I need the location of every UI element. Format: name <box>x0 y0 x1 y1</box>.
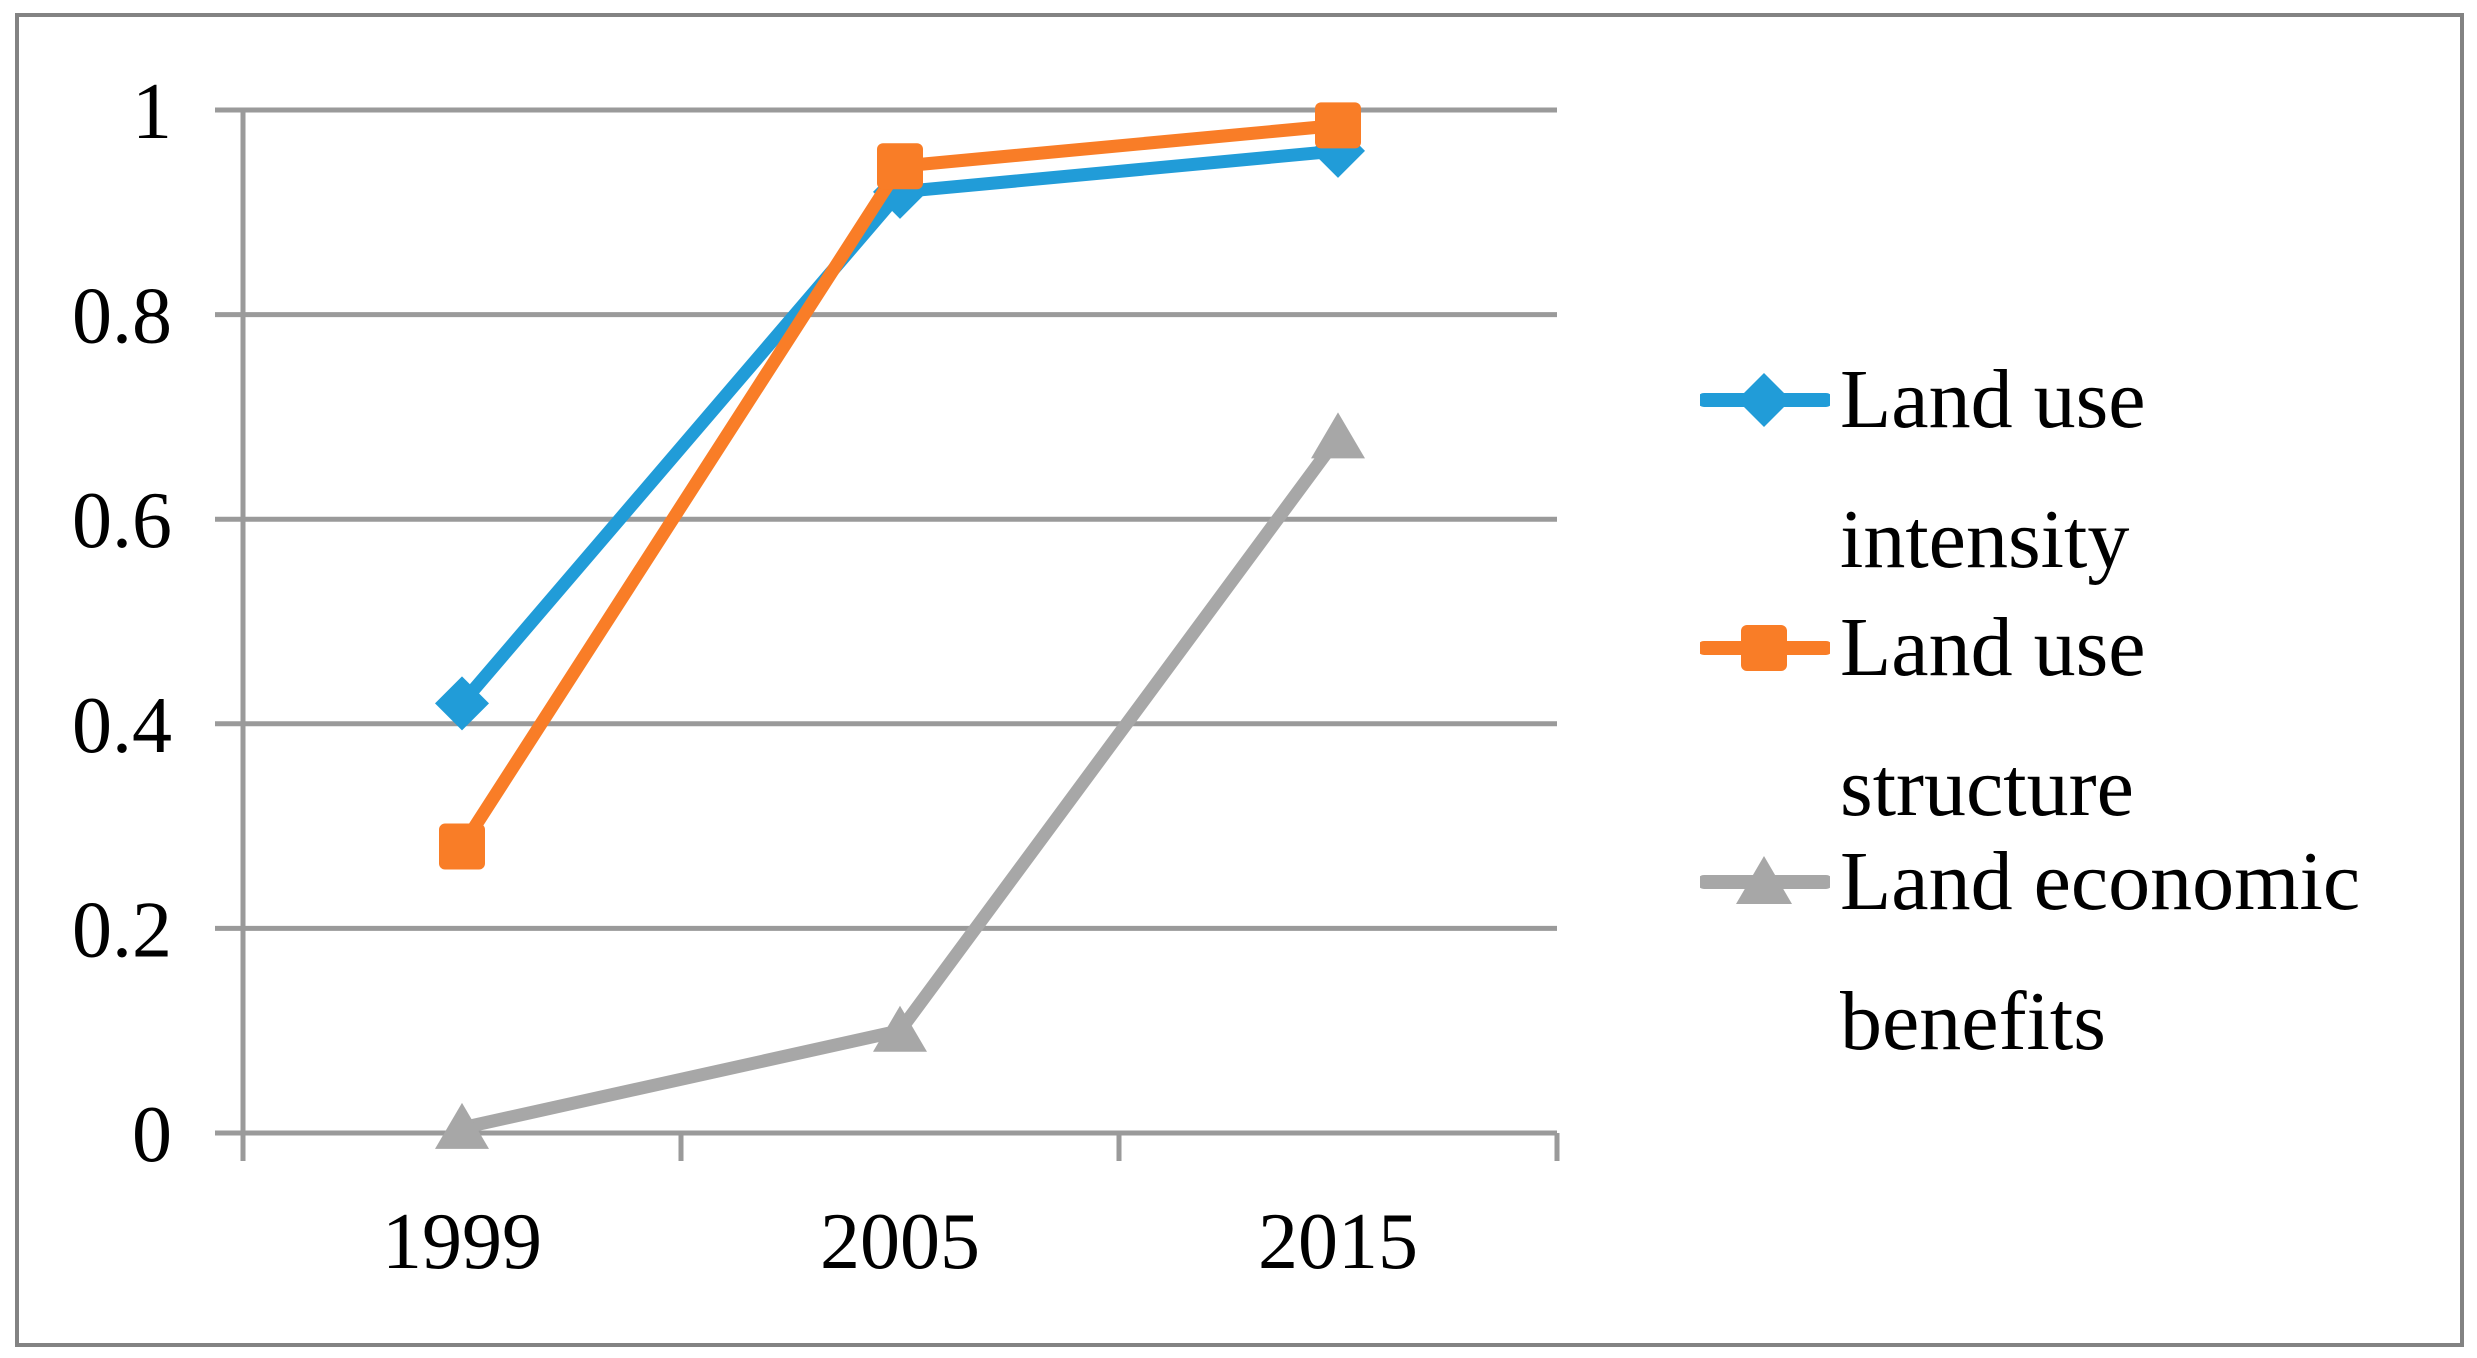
legend-label-line: intensity <box>1840 493 2130 586</box>
square-marker <box>877 143 923 190</box>
y-tick-label: 0.6 <box>72 477 172 565</box>
triangle-marker-icon <box>1700 856 1830 904</box>
legend-swatch-blue <box>1700 330 1830 470</box>
triangle-marker <box>873 1005 927 1052</box>
y-tick-label: 1 <box>132 68 172 156</box>
legend-swatch-gray <box>1700 812 1830 952</box>
legend-label-land-economic-benefits: Land economic benefits <box>1840 812 2360 1092</box>
legend-label-line: structure <box>1840 741 2134 834</box>
legend-label-line: Land economic <box>1840 835 2361 928</box>
diamond-marker <box>435 676 489 731</box>
y-tick-label: 0.8 <box>72 273 172 361</box>
square-marker <box>1315 102 1361 149</box>
triangle-marker <box>1311 412 1365 459</box>
legend: Land use intensity Land use structure <box>1700 0 2460 1358</box>
legend-label-line: benefits <box>1840 975 2106 1068</box>
legend-label-line: Land use <box>1840 353 2146 446</box>
legend-label-line: Land use <box>1840 601 2146 694</box>
square-marker <box>439 823 485 870</box>
legend-item-land-use-intensity: Land use intensity <box>1700 330 2146 610</box>
legend-item-land-use-structure: Land use structure <box>1700 578 2146 858</box>
x-tick-label: 1999 <box>382 1198 542 1286</box>
series-line-square <box>455 118 1345 854</box>
legend-item-land-economic-benefits: Land economic benefits <box>1700 812 2360 1092</box>
legend-label-land-use-structure: Land use structure <box>1840 578 2146 858</box>
legend-swatch-orange <box>1700 578 1830 718</box>
y-tick-label: 0.4 <box>72 682 172 770</box>
x-tick-label: 2015 <box>1258 1198 1418 1286</box>
square-marker-icon <box>1700 625 1830 671</box>
figure-border <box>15 13 2464 1347</box>
diamond-marker-icon <box>1700 373 1830 427</box>
x-tick-label: 2005 <box>820 1198 980 1286</box>
legend-label-land-use-intensity: Land use intensity <box>1840 330 2146 610</box>
y-tick-label: 0 <box>132 1091 172 1179</box>
y-tick-label: 0.2 <box>72 886 172 974</box>
triangle-marker <box>435 1102 489 1149</box>
